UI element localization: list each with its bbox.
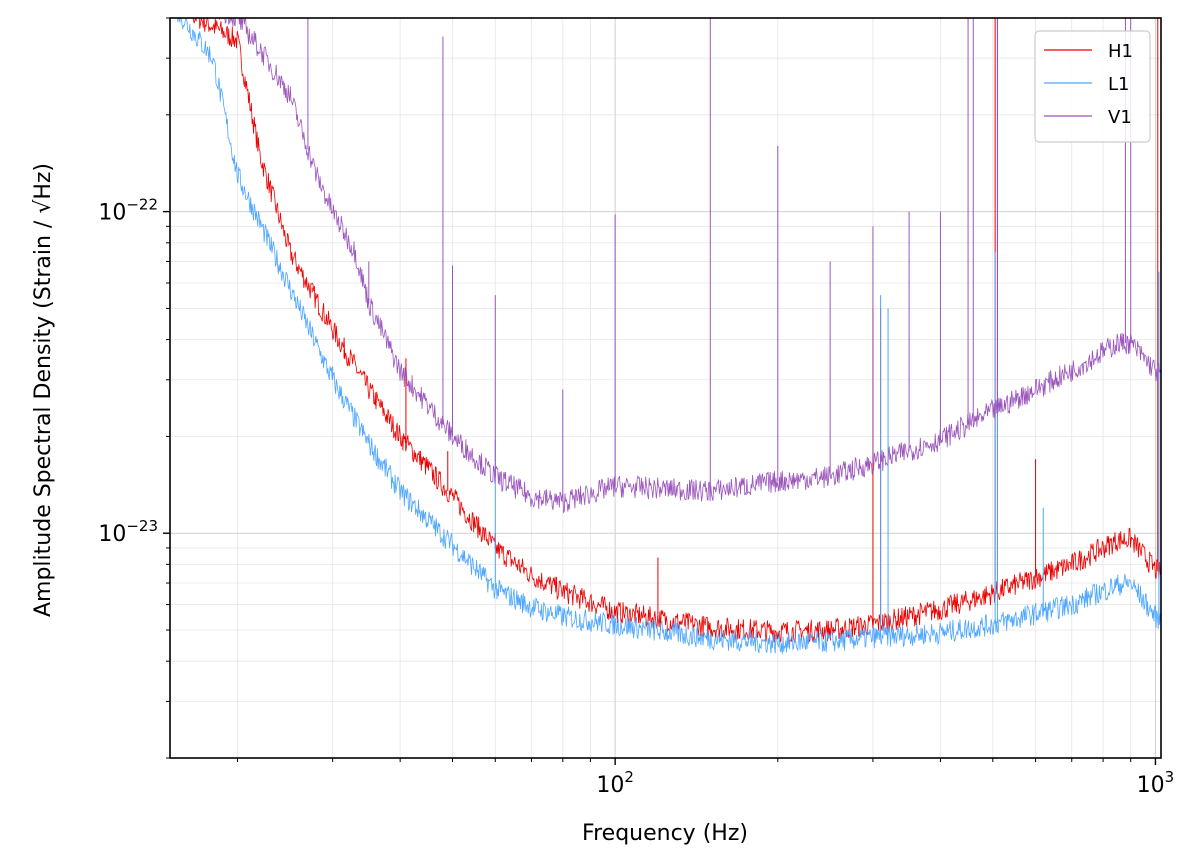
y-tick-label: 10−22 bbox=[98, 196, 158, 226]
series-l1 bbox=[177, 18, 1161, 655]
plot-area bbox=[170, 18, 1161, 758]
series-line bbox=[177, 18, 1161, 655]
y-axis-label: Amplitude Spectral Density (Strain / √Hz… bbox=[31, 163, 56, 617]
x-axis-label: Frequency (Hz) bbox=[582, 821, 748, 846]
plot-frame bbox=[169, 17, 1162, 759]
series-layer bbox=[177, 18, 1161, 655]
x-tick-label: 102 bbox=[596, 768, 634, 798]
x-tick-label: 103 bbox=[1137, 768, 1175, 798]
legend-label: L1 bbox=[1108, 74, 1129, 95]
ticks: 102 103 10−23 10−22 bbox=[98, 17, 1175, 798]
legend-label: H1 bbox=[1108, 41, 1133, 62]
legend-box bbox=[1034, 30, 1151, 143]
series-line bbox=[218, 18, 1161, 514]
y-tick-label: 10−23 bbox=[98, 517, 158, 547]
series-v1 bbox=[218, 18, 1161, 514]
series-line bbox=[181, 18, 1161, 644]
legend-label: V1 bbox=[1108, 107, 1132, 128]
legend: H1 L1 V1 bbox=[1034, 30, 1151, 143]
